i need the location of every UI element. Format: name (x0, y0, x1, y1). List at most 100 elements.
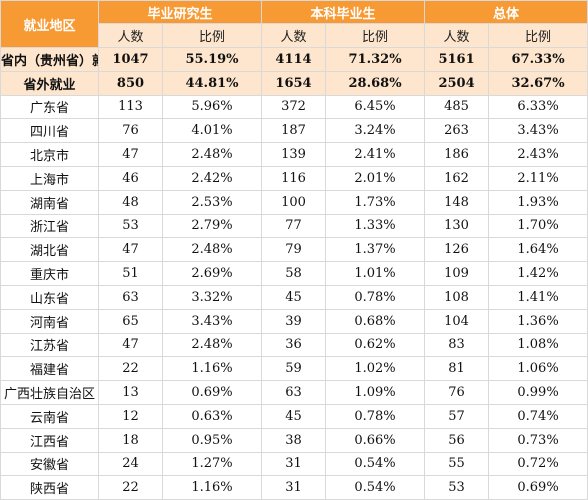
undergraduate-ratio-cell: 2.01% (325, 165, 426, 191)
region-cell: 安徽省 (0, 451, 99, 477)
total-count-cell: 57 (424, 403, 490, 429)
undergraduate-ratio-cell: 0.68% (325, 308, 426, 334)
graduate-ratio-cell: 2.48% (161, 142, 263, 167)
total-count-cell: 104 (424, 308, 490, 334)
region-cell: 江苏省 (0, 332, 99, 358)
graduate-count-cell: 22 (98, 356, 163, 382)
graduate-count-cell: 51 (98, 261, 163, 286)
graduate-ratio-cell: 2.69% (161, 261, 263, 286)
total-ratio-cell: 1.41% (488, 284, 588, 310)
total-ratio-cell: 6.33% (488, 94, 588, 120)
graduate-count-cell: 47 (98, 237, 163, 263)
undergraduate-ratio-cell: 71.32% (325, 47, 426, 72)
table-body: 省内（贵州省）就业104755.19%411471.32%516167.33%省… (0, 47, 588, 500)
total-count-cell: 108 (424, 284, 490, 310)
total-ratio-cell: 1.64% (488, 237, 588, 263)
graduate-ratio-cell: 44.81% (161, 70, 263, 96)
graduate-count-cell: 63 (98, 284, 163, 310)
header-group-total: 总体 (424, 0, 588, 24)
total-count-cell: 81 (424, 356, 490, 382)
undergraduate-ratio-cell: 0.54% (325, 475, 426, 500)
table-row: 广东省 113 5.96% 372 6.45% 485 6.33% (0, 94, 588, 120)
graduate-count-cell: 850 (98, 70, 163, 96)
total-ratio-cell: 1.42% (488, 261, 588, 286)
graduate-count-cell: 24 (98, 451, 163, 477)
graduate-ratio-cell: 3.32% (161, 284, 263, 310)
total-count-cell: 2504 (424, 70, 490, 96)
undergraduate-count-cell: 38 (261, 427, 327, 453)
table-row: 江苏省 47 2.48% 36 0.62% 83 1.08% (0, 332, 588, 358)
total-ratio-cell: 1.70% (488, 213, 588, 239)
undergraduate-ratio-cell: 0.78% (325, 284, 426, 310)
graduate-count-cell: 18 (98, 427, 163, 453)
header-ratio: 比例 (161, 23, 263, 48)
undergraduate-count-cell: 36 (261, 332, 327, 358)
table-row: 安徽省 24 1.27% 31 0.54% 55 0.72% (0, 451, 588, 477)
undergraduate-ratio-cell: 6.45% (325, 94, 426, 120)
region-cell: 重庆市 (0, 261, 99, 286)
graduate-ratio-cell: 0.69% (161, 380, 263, 405)
region-cell: 湖北省 (0, 237, 99, 263)
total-count-cell: 126 (424, 237, 490, 263)
total-ratio-cell: 3.43% (488, 118, 588, 144)
total-ratio-cell: 2.11% (488, 165, 588, 191)
undergraduate-count-cell: 4114 (261, 47, 327, 72)
header-ratio: 比例 (488, 23, 588, 48)
undergraduate-ratio-cell: 1.37% (325, 237, 426, 263)
total-count-cell: 76 (424, 380, 490, 405)
table-row: 上海市 46 2.42% 116 2.01% 162 2.11% (0, 165, 588, 191)
region-cell: 四川省 (0, 118, 99, 144)
undergraduate-count-cell: 1654 (261, 70, 327, 96)
graduate-count-cell: 65 (98, 308, 163, 334)
graduate-ratio-cell: 2.48% (161, 237, 263, 263)
total-count-cell: 485 (424, 94, 490, 120)
graduate-count-cell: 76 (98, 118, 163, 144)
graduate-ratio-cell: 2.42% (161, 165, 263, 191)
graduate-count-cell: 1047 (98, 47, 163, 72)
header-row-sub: 人数 比例 人数 比例 人数 比例 (1, 23, 588, 48)
undergraduate-ratio-cell: 1.33% (325, 213, 426, 239)
total-ratio-cell: 1.08% (488, 332, 588, 358)
table-row: 四川省 76 4.01% 187 3.24% 263 3.43% (0, 118, 588, 144)
undergraduate-ratio-cell: 1.01% (325, 261, 426, 286)
region-cell: 山东省 (0, 284, 99, 310)
total-count-cell: 148 (424, 189, 490, 215)
region-cell: 江西省 (0, 427, 99, 453)
graduate-count-cell: 53 (98, 213, 163, 239)
graduate-ratio-cell: 0.95% (161, 427, 263, 453)
undergraduate-count-cell: 58 (261, 261, 327, 286)
table-row: 山东省 63 3.32% 45 0.78% 108 1.41% (0, 284, 588, 310)
undergraduate-count-cell: 45 (261, 284, 327, 310)
undergraduate-ratio-cell: 1.02% (325, 356, 426, 382)
graduate-count-cell: 22 (98, 475, 163, 500)
total-ratio-cell: 2.43% (488, 142, 588, 167)
undergraduate-count-cell: 45 (261, 403, 327, 429)
region-cell: 省外就业 (0, 70, 99, 96)
total-count-cell: 55 (424, 451, 490, 477)
region-cell: 上海市 (0, 165, 99, 191)
undergraduate-ratio-cell: 1.73% (325, 189, 426, 215)
graduate-ratio-cell: 1.27% (161, 451, 263, 477)
graduate-count-cell: 13 (98, 380, 163, 405)
graduate-ratio-cell: 1.16% (161, 356, 263, 382)
total-count-cell: 56 (424, 427, 490, 453)
table-row: 云南省 12 0.63% 45 0.78% 57 0.74% (0, 403, 588, 429)
undergraduate-ratio-cell: 28.68% (325, 70, 426, 96)
table-row: 江西省 18 0.95% 38 0.66% 56 0.73% (0, 427, 588, 453)
region-cell: 湖南省 (0, 189, 99, 215)
total-count-cell: 109 (424, 261, 490, 286)
header-group-undergraduate: 本科毕业生 (261, 0, 426, 24)
undergraduate-ratio-cell: 0.62% (325, 332, 426, 358)
table-row: 湖北省 47 2.48% 79 1.37% 126 1.64% (0, 237, 588, 263)
undergraduate-ratio-cell: 1.09% (325, 380, 426, 405)
header-count: 人数 (261, 23, 327, 48)
total-ratio-cell: 1.36% (488, 308, 588, 334)
graduate-ratio-cell: 2.53% (161, 189, 263, 215)
region-cell: 浙江省 (0, 213, 99, 239)
undergraduate-ratio-cell: 0.54% (325, 451, 426, 477)
total-count-cell: 130 (424, 213, 490, 239)
total-count-cell: 263 (424, 118, 490, 144)
undergraduate-ratio-cell: 0.78% (325, 403, 426, 429)
